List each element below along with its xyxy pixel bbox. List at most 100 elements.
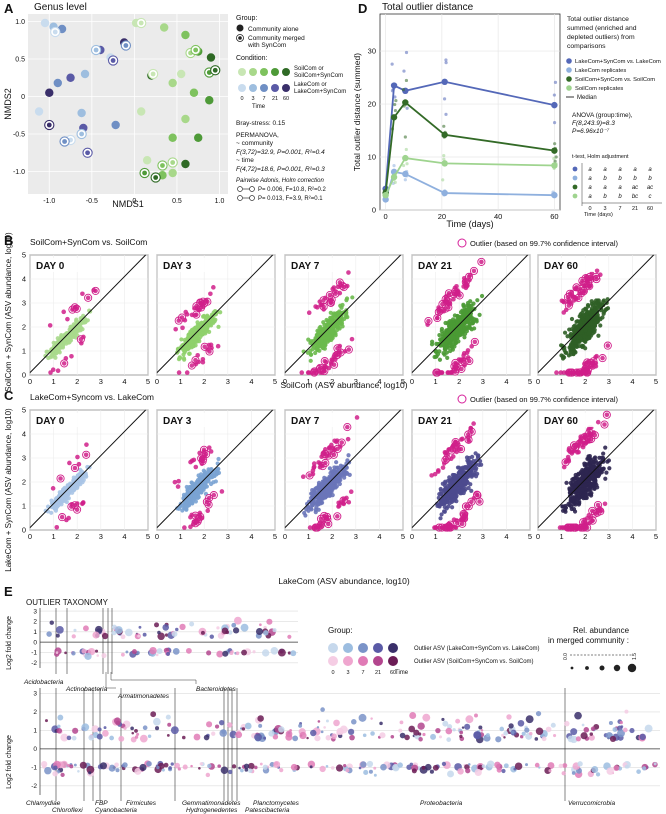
facet-point [316, 338, 322, 344]
facet-point [581, 334, 587, 339]
facet-point [446, 336, 451, 342]
facet-xtick: 3 [354, 377, 358, 386]
facet-outlier-ring [477, 257, 486, 266]
facet-point [324, 331, 329, 336]
facet-outlier-point [205, 508, 211, 514]
nmds-point [80, 69, 90, 79]
letter-row-marker [572, 175, 578, 181]
facet-outlier-point [578, 436, 584, 441]
facet-outlier-point [83, 452, 89, 458]
letter-cell: a [618, 185, 622, 191]
stats-f1: F(3,72)=32.9, P=0.001, R²=0.4 [236, 149, 325, 156]
nmds-point [181, 30, 190, 40]
facet-outlier-point [586, 432, 591, 437]
ttest-label: t-test, Holm adjustment [572, 154, 629, 160]
facet-point [439, 326, 445, 332]
facet-outlier-point [467, 273, 473, 278]
facet-xtick: 2 [202, 377, 206, 386]
stats-pairwise: Pairwise Adonis, Holm correction [236, 178, 324, 184]
facet-outlier-point [582, 284, 587, 289]
facet-point [328, 333, 333, 339]
facet-point [472, 317, 477, 322]
facet-point [442, 336, 447, 341]
facet-outlier-point [436, 309, 442, 315]
facet-point [467, 324, 472, 330]
facet-outlier-point [182, 525, 187, 530]
facet-outlier-point [477, 499, 482, 504]
facet-outlier-point [584, 279, 590, 285]
facet-outlier-point [317, 461, 323, 466]
panel-e-title: OUTLIER TAXONOMY [26, 598, 109, 607]
facet-xtick: 0 [410, 532, 414, 541]
facet-outlier-point [567, 299, 572, 305]
facet-point [583, 346, 588, 351]
facet-point [50, 346, 55, 351]
facet-point [323, 495, 328, 500]
facet-point [178, 355, 183, 361]
facet-outlier-point [189, 458, 195, 463]
e-ytick: -1 [31, 765, 37, 772]
facet-outlier-point [554, 370, 559, 375]
facet-point [189, 480, 194, 485]
facet-point [469, 303, 474, 308]
e-point [206, 650, 212, 656]
facet-outlier-point [472, 339, 478, 345]
facet-point [449, 480, 454, 485]
facet-title: DAY 3 [163, 416, 192, 427]
facet-point [181, 352, 186, 357]
facet-outlier-point [194, 312, 199, 317]
e-point [277, 648, 286, 657]
facet-point [572, 327, 577, 332]
e-point [162, 624, 170, 631]
facet-point [598, 323, 603, 328]
facet-outlier-point [446, 447, 451, 452]
nmds-point-merged-core [62, 139, 67, 144]
facet-outlier-point [465, 348, 471, 353]
facet-outlier-point [196, 359, 201, 365]
d-ytick: 20 [368, 100, 376, 109]
facet-outlier-point [426, 318, 431, 324]
facet-point [334, 460, 339, 465]
facet-point [591, 481, 596, 487]
e-point [179, 623, 186, 631]
d-replicate-point [552, 157, 556, 161]
facet-point [568, 480, 573, 486]
facet-outlier-point [200, 359, 206, 365]
nmds-point [189, 88, 199, 97]
facet-outlier-point [211, 492, 217, 498]
letter-cell: bc [632, 194, 638, 200]
letter-col-label: 3 [603, 206, 606, 212]
facet-outlier-ring [470, 337, 479, 346]
facet-outlier-point [446, 304, 451, 310]
nmds-point [142, 156, 152, 165]
facet-point [587, 329, 592, 334]
e-ytick: -2 [31, 783, 37, 790]
facet-outlier-point [587, 284, 592, 290]
d-median-point [441, 189, 448, 197]
facet-point [461, 485, 466, 490]
facet-outlier-ring [200, 299, 209, 308]
facet-outlier-point [50, 486, 56, 491]
e-point [55, 633, 60, 638]
facet-point [439, 512, 444, 517]
facet-xtick: 5 [528, 532, 532, 541]
letter-cell: a [588, 167, 592, 173]
e-point [229, 651, 234, 656]
letter-cell: b [603, 194, 607, 200]
facet-point [584, 312, 589, 317]
facet-outlier-point [309, 370, 314, 375]
facet-outlier-point [172, 479, 178, 485]
d-replicate-point [404, 78, 409, 83]
e-point [101, 632, 109, 640]
panel-letter-b: B [4, 233, 13, 248]
facet-point [466, 459, 471, 465]
facet-outlier-point [317, 366, 322, 372]
facet-point [459, 320, 464, 326]
facet-point [350, 295, 355, 300]
e-point [175, 627, 179, 632]
facet-point [438, 486, 443, 492]
nmds-stats: Bray-stress: 0.15 PERMANOVA, ~ community… [236, 120, 327, 202]
facet-point [445, 355, 450, 360]
facet-point [329, 484, 335, 490]
facet-outlier-point [349, 336, 355, 342]
